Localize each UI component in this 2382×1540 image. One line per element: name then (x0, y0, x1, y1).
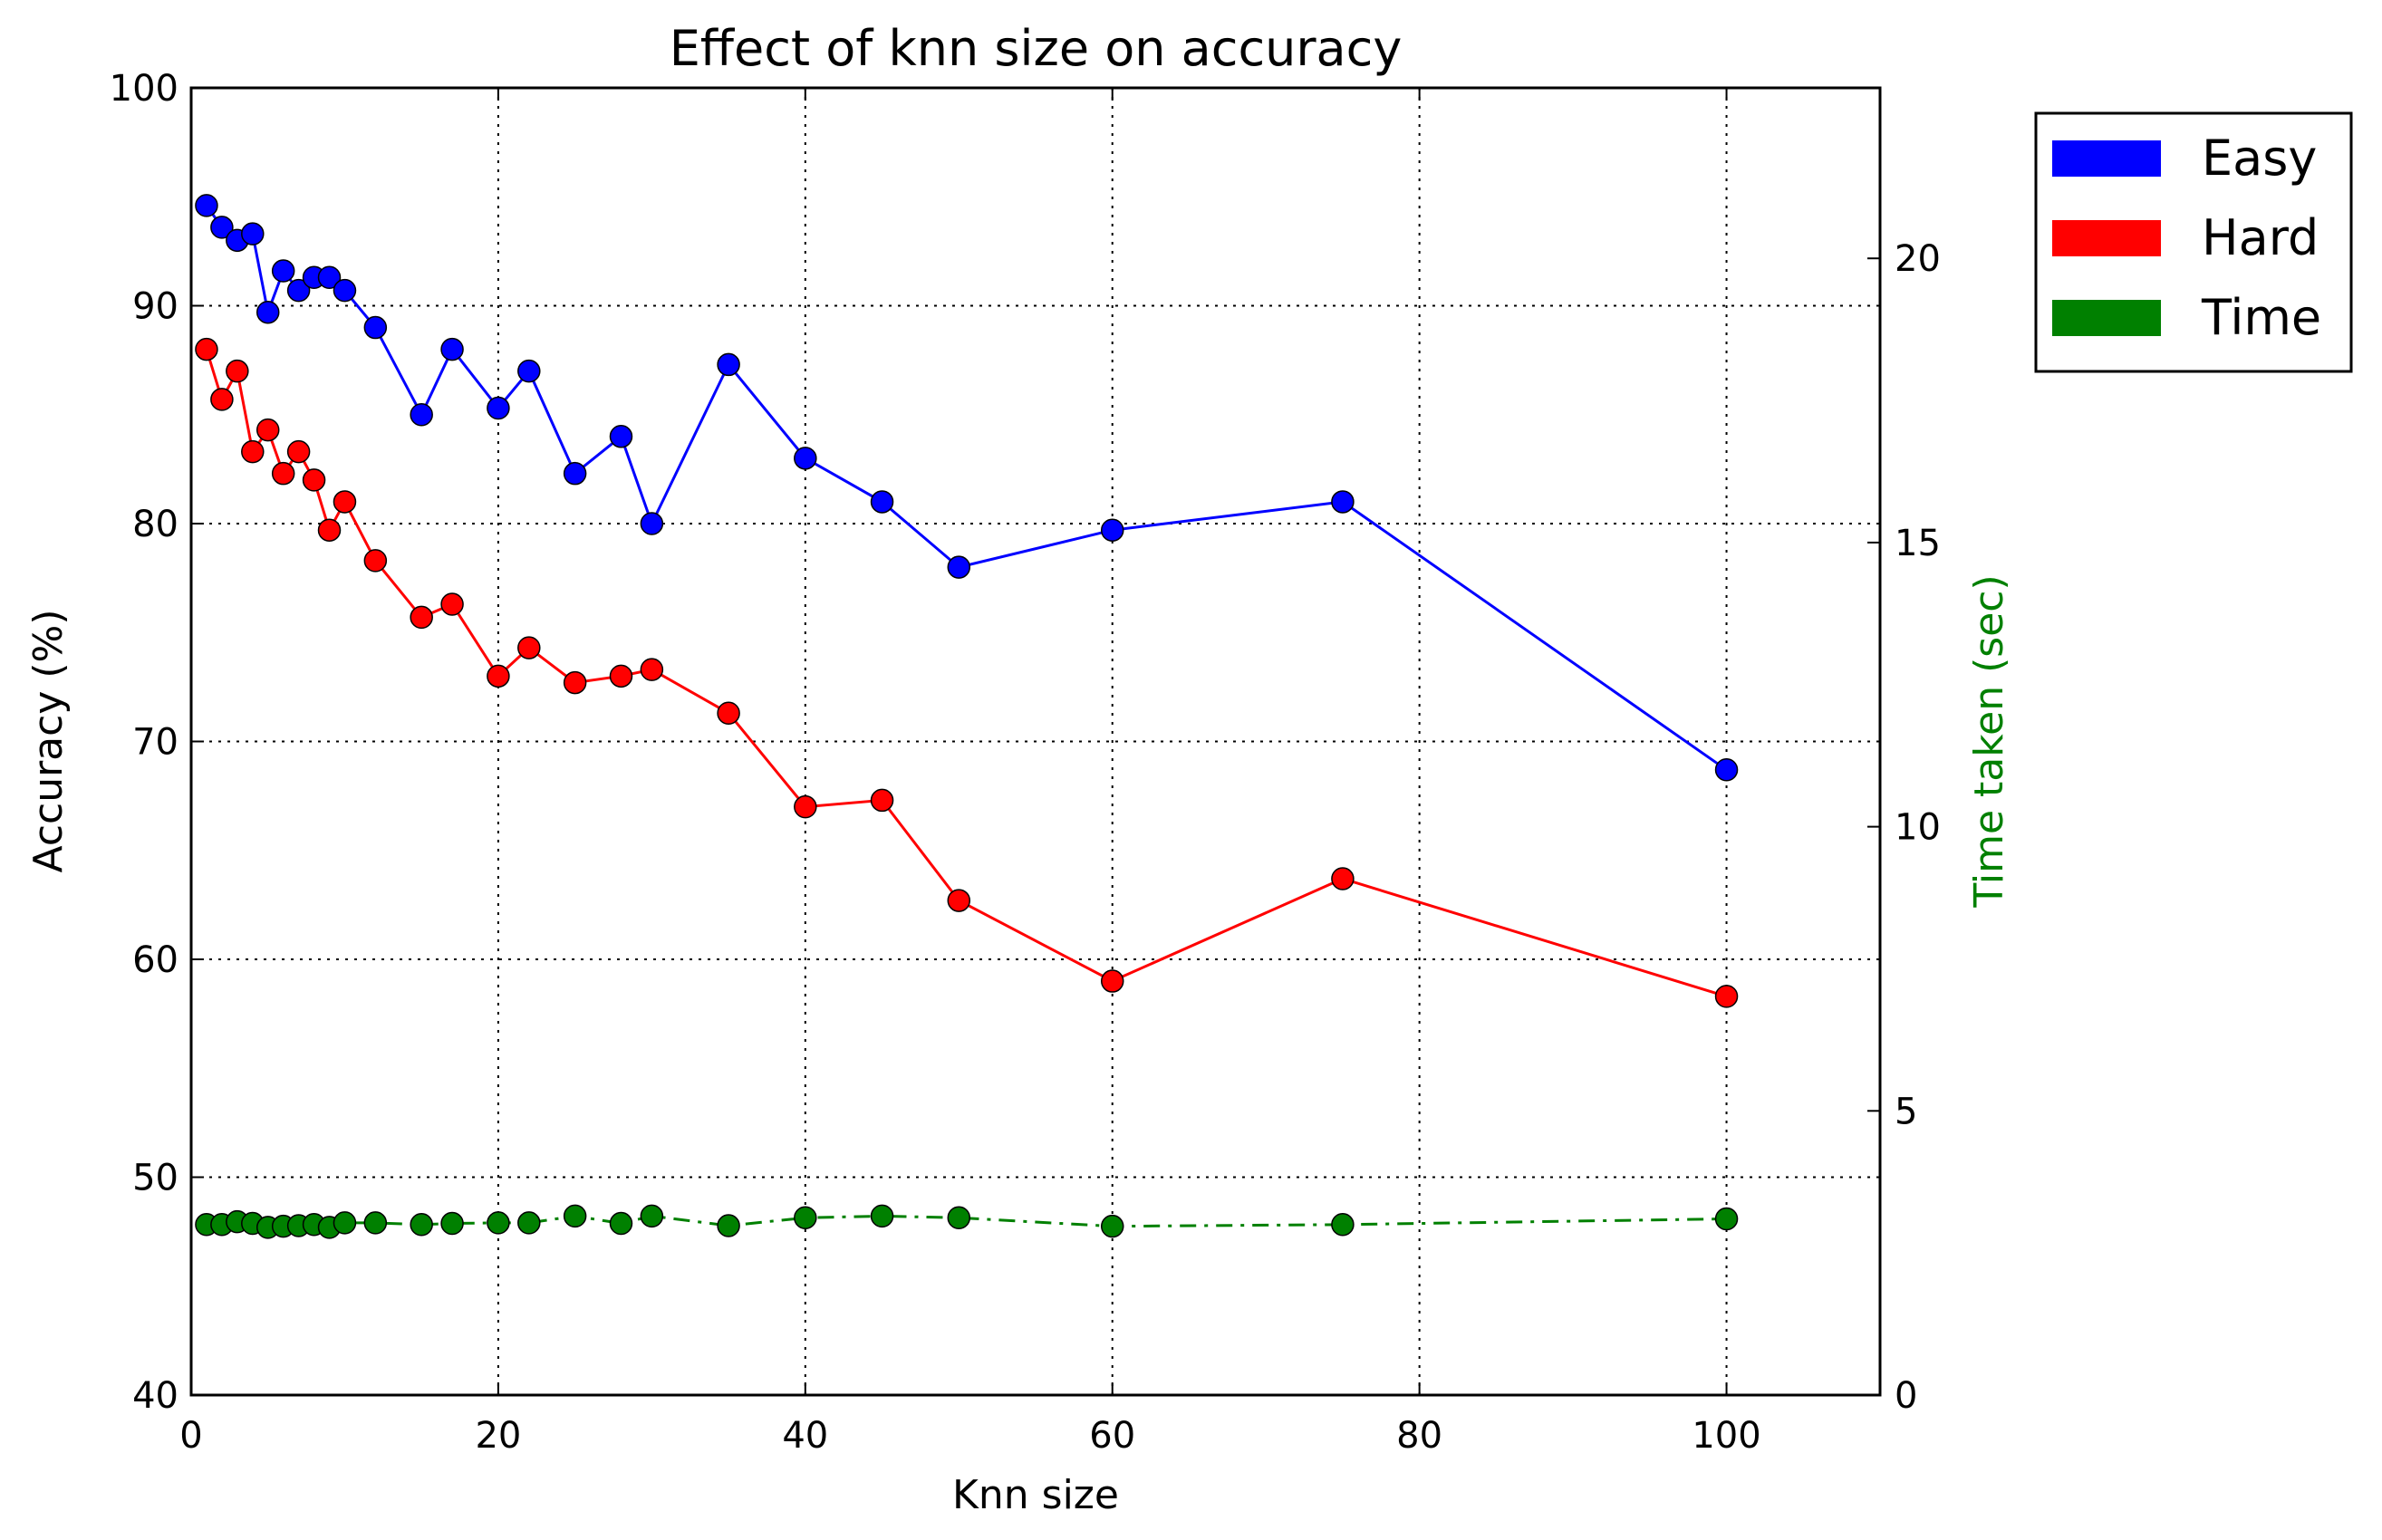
x-tick-label: 40 (782, 1415, 828, 1457)
data-point-hard (794, 794, 817, 819)
data-point-time (609, 1211, 633, 1236)
chart-title: Effect of knn size on accuracy (670, 20, 1403, 77)
data-point-hard (241, 439, 265, 464)
data-point-time (487, 1211, 510, 1235)
data-point-hard (333, 490, 357, 514)
legend-swatch-easy (2052, 140, 2161, 177)
y2-tick-label: 15 (1895, 523, 1941, 564)
data-point-easy (286, 278, 311, 303)
data-point-hard (410, 605, 433, 630)
x-axis-label: Knn size (952, 1472, 1119, 1518)
data-point-time (1100, 1214, 1124, 1238)
y-tick-label: 100 (110, 68, 178, 110)
data-point-time (947, 1206, 971, 1230)
legend-swatch-time (2052, 300, 2161, 336)
data-point-hard (487, 664, 510, 688)
data-point-hard (609, 664, 633, 688)
data-point-time (563, 1204, 587, 1228)
y2-tick-label: 10 (1895, 807, 1941, 849)
legend-label-easy: Easy (2202, 130, 2317, 187)
data-point-hard (286, 439, 311, 464)
grid-lines (191, 88, 1880, 1395)
data-point-easy (317, 265, 342, 289)
data-point-easy (487, 396, 510, 420)
data-point-hard (517, 636, 541, 659)
data-point-time (1714, 1207, 1739, 1231)
data-point-easy (363, 315, 388, 340)
data-point-easy (271, 259, 295, 283)
data-point-easy (241, 222, 265, 245)
data-point-time (870, 1204, 894, 1228)
data-point-hard (317, 518, 342, 542)
y-tick-label: 40 (132, 1375, 178, 1417)
data-point-hard (363, 549, 388, 573)
legend: Easy Hard Time (2034, 111, 2353, 373)
data-point-hard (640, 658, 664, 681)
data-point-easy (333, 278, 357, 303)
x-tick-label: 20 (475, 1415, 521, 1457)
data-point-easy (640, 512, 664, 535)
data-point-time (517, 1211, 541, 1235)
data-point-easy (195, 194, 218, 217)
y-tick-label: 70 (132, 722, 178, 764)
data-point-hard (563, 670, 587, 695)
data-point-hard (870, 788, 894, 813)
data-point-hard (256, 418, 280, 442)
data-point-easy (210, 216, 234, 239)
data-point-time (440, 1211, 464, 1236)
data-point-time (640, 1204, 664, 1228)
y-axis-label: Accuracy (%) (25, 609, 72, 872)
data-point-easy (870, 490, 894, 514)
data-point-time (1331, 1213, 1355, 1237)
x-tick-label: 60 (1089, 1415, 1135, 1457)
x-tick-label: 100 (1692, 1415, 1760, 1457)
axis-ticks: 0 20 40 60 80 100 40 50 60 70 80 90 100 0 5 10 15 20 (110, 68, 1941, 1457)
data-point-easy (1714, 758, 1739, 782)
y2-tick-label: 0 (1895, 1375, 1917, 1417)
data-point-easy (517, 359, 541, 383)
data-point-time (333, 1211, 357, 1235)
x-tick-label: 0 (179, 1415, 202, 1457)
data-point-easy (440, 337, 464, 361)
data-point-hard (947, 889, 971, 912)
data-point-hard (717, 701, 740, 725)
series-points (195, 194, 1739, 1239)
y2-tick-label: 20 (1895, 238, 1941, 280)
data-point-time (410, 1213, 433, 1237)
data-point-hard (302, 468, 326, 492)
data-point-time (363, 1211, 388, 1235)
data-point-easy (1331, 490, 1355, 514)
data-point-hard (1100, 969, 1124, 993)
data-point-easy (410, 403, 433, 427)
x-tick-label: 80 (1396, 1415, 1442, 1457)
y-tick-label: 60 (132, 939, 178, 981)
data-point-hard (1331, 867, 1355, 890)
y-tick-label: 80 (132, 504, 178, 545)
y2-tick-label: 5 (1895, 1091, 1917, 1132)
y2-axis-label: Time taken (sec) (1966, 574, 2012, 908)
data-point-easy (256, 300, 280, 324)
data-point-hard (226, 359, 249, 383)
data-point-easy (717, 352, 740, 377)
data-point-easy (609, 425, 633, 448)
data-point-easy (947, 555, 971, 579)
data-point-hard (210, 388, 234, 411)
legend-swatch-hard (2052, 220, 2161, 256)
data-point-hard (440, 592, 464, 616)
data-point-time (794, 1206, 817, 1230)
data-point-easy (563, 461, 587, 486)
data-point-easy (1100, 518, 1124, 542)
y-tick-label: 90 (132, 286, 178, 328)
legend-label-hard: Hard (2202, 209, 2319, 266)
data-point-hard (1714, 985, 1739, 1008)
legend-label-time: Time (2201, 289, 2321, 346)
y-tick-label: 50 (132, 1158, 178, 1199)
data-point-hard (195, 337, 218, 361)
data-point-time (717, 1214, 740, 1237)
data-point-easy (794, 447, 817, 470)
data-point-hard (271, 461, 295, 486)
